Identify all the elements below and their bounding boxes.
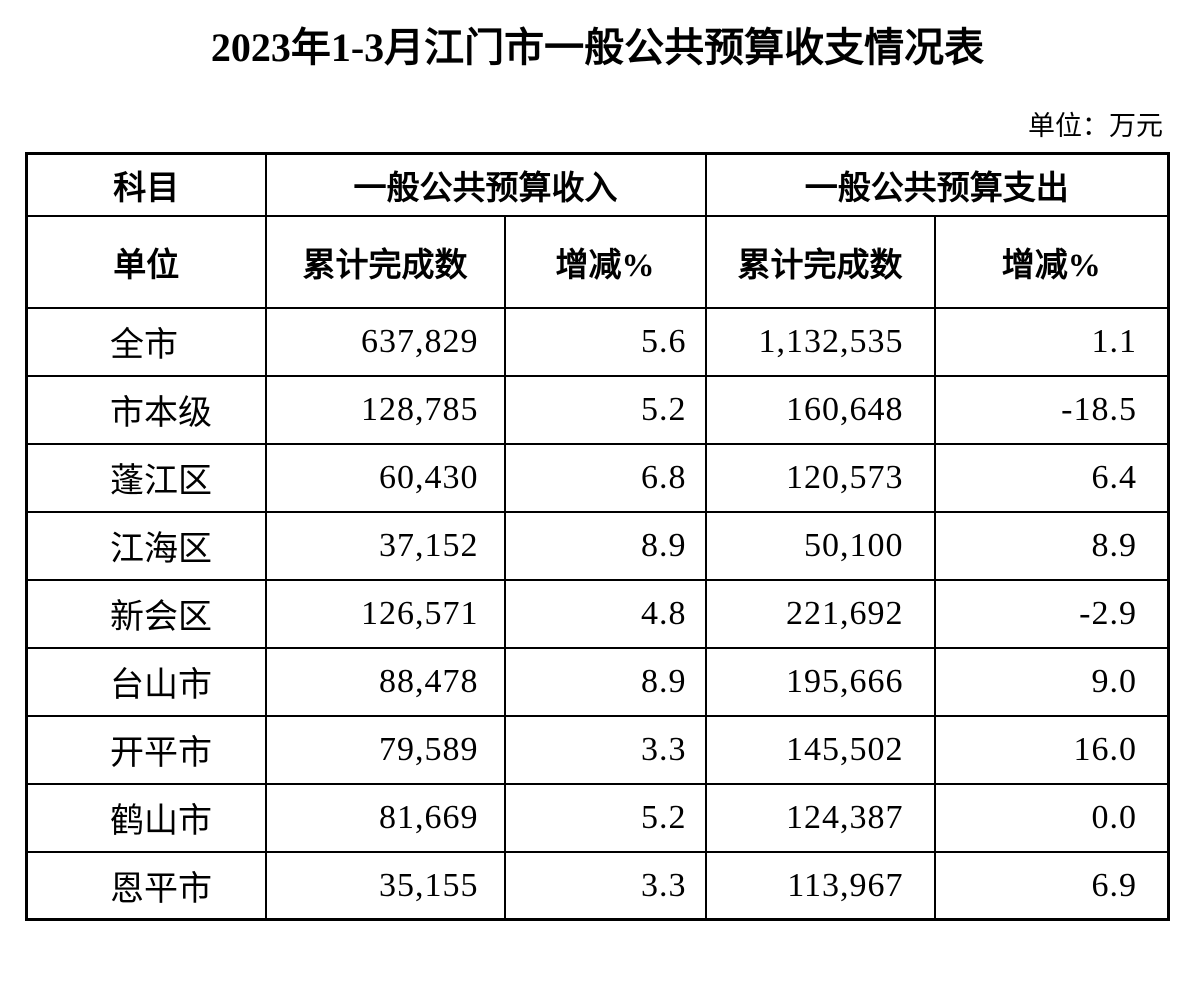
expenditure-change-pct: 6.4 xyxy=(933,442,1170,513)
header-revenue-group: 一般公共预算收入 xyxy=(264,152,707,217)
revenue-change-pct: 5.6 xyxy=(503,306,707,377)
table-row: 新会区 126,571 4.8 221,692 -2.9 xyxy=(25,578,1170,649)
table-row: 开平市 79,589 3.3 145,502 16.0 xyxy=(25,714,1170,785)
header-row-groups: 科目 一般公共预算收入 一般公共预算支出 xyxy=(25,152,1170,217)
revenue-cumulative: 35,155 xyxy=(264,850,506,921)
expenditure-cumulative: 195,666 xyxy=(704,646,936,717)
table-header: 科目 一般公共预算收入 一般公共预算支出 单位 累计完成数 增减% 累计完成数 … xyxy=(25,152,1170,309)
expenditure-cumulative: 1,132,535 xyxy=(704,306,936,377)
region-name: 开平市 xyxy=(25,714,267,785)
region-name: 蓬江区 xyxy=(25,442,267,513)
expenditure-cumulative: 160,648 xyxy=(704,374,936,445)
table-row: 全市 637,829 5.6 1,132,535 1.1 xyxy=(25,306,1170,377)
revenue-change-pct: 3.3 xyxy=(503,714,707,785)
page-title: 2023年1-3月江门市一般公共预算收支情况表 xyxy=(210,25,985,70)
region-name: 恩平市 xyxy=(25,850,267,921)
region-name: 台山市 xyxy=(25,646,267,717)
expenditure-cumulative: 113,967 xyxy=(704,850,936,921)
revenue-change-pct: 5.2 xyxy=(503,374,707,445)
table-row: 江海区 37,152 8.9 50,100 8.9 xyxy=(25,510,1170,581)
expenditure-cumulative: 120,573 xyxy=(704,442,936,513)
expenditure-cumulative: 50,100 xyxy=(704,510,936,581)
table-row: 鹤山市 81,669 5.2 124,387 0.0 xyxy=(25,782,1170,853)
revenue-cumulative: 88,478 xyxy=(264,646,506,717)
table-row: 恩平市 35,155 3.3 113,967 6.9 xyxy=(25,850,1170,921)
revenue-cumulative: 79,589 xyxy=(264,714,506,785)
table-body: 全市 637,829 5.6 1,132,535 1.1 市本级 128,785 5.2 160… xyxy=(25,306,1170,921)
revenue-change-pct: 8.9 xyxy=(503,510,707,581)
region-name: 全市 xyxy=(25,306,267,377)
region-name: 市本级 xyxy=(25,374,267,445)
revenue-cumulative: 37,152 xyxy=(264,510,506,581)
revenue-change-pct: 8.9 xyxy=(503,646,707,717)
expenditure-cumulative: 124,387 xyxy=(704,782,936,853)
revenue-cumulative: 81,669 xyxy=(264,782,506,853)
revenue-change-pct: 4.8 xyxy=(503,578,707,649)
expenditure-change-pct: -18.5 xyxy=(933,374,1170,445)
header-row-subcolumns: 单位 累计完成数 增减% 累计完成数 增减% xyxy=(25,214,1170,309)
expenditure-cumulative: 145,502 xyxy=(704,714,936,785)
table-row: 台山市 88,478 8.9 195,666 9.0 xyxy=(25,646,1170,717)
header-expenditure-cumulative: 累计完成数 xyxy=(704,214,936,309)
header-revenue-cumulative: 累计完成数 xyxy=(264,214,506,309)
expenditure-change-pct: -2.9 xyxy=(933,578,1170,649)
header-expenditure-group: 一般公共预算支出 xyxy=(704,152,1170,217)
expenditure-change-pct: 8.9 xyxy=(933,510,1170,581)
revenue-change-pct: 6.8 xyxy=(503,442,707,513)
revenue-cumulative: 126,571 xyxy=(264,578,506,649)
table-row: 市本级 128,785 5.2 160,648 -18.5 xyxy=(25,374,1170,445)
budget-table: 科目 一般公共预算收入 一般公共预算支出 单位 累计完成数 增减% 累计完成数 … xyxy=(25,152,1170,922)
expenditure-change-pct: 6.9 xyxy=(933,850,1170,921)
expenditure-change-pct: 0.0 xyxy=(933,782,1170,853)
expenditure-cumulative: 221,692 xyxy=(704,578,936,649)
unit-note: 单位：万元 xyxy=(1028,111,1163,141)
header-revenue-change-pct: 增减% xyxy=(503,214,707,309)
region-name: 江海区 xyxy=(25,510,267,581)
revenue-change-pct: 3.3 xyxy=(503,850,707,921)
expenditure-change-pct: 9.0 xyxy=(933,646,1170,717)
revenue-change-pct: 5.2 xyxy=(503,782,707,853)
revenue-cumulative: 637,829 xyxy=(264,306,506,377)
expenditure-change-pct: 1.1 xyxy=(933,306,1170,377)
revenue-cumulative: 128,785 xyxy=(264,374,506,445)
header-subject: 科目 xyxy=(25,152,267,217)
header-expenditure-change-pct: 增减% xyxy=(933,214,1170,309)
table-row: 蓬江区 60,430 6.8 120,573 6.4 xyxy=(25,442,1170,513)
revenue-cumulative: 60,430 xyxy=(264,442,506,513)
region-name: 新会区 xyxy=(25,578,267,649)
expenditure-change-pct: 16.0 xyxy=(933,714,1170,785)
region-name: 鹤山市 xyxy=(25,782,267,853)
header-unit: 单位 xyxy=(25,214,267,309)
